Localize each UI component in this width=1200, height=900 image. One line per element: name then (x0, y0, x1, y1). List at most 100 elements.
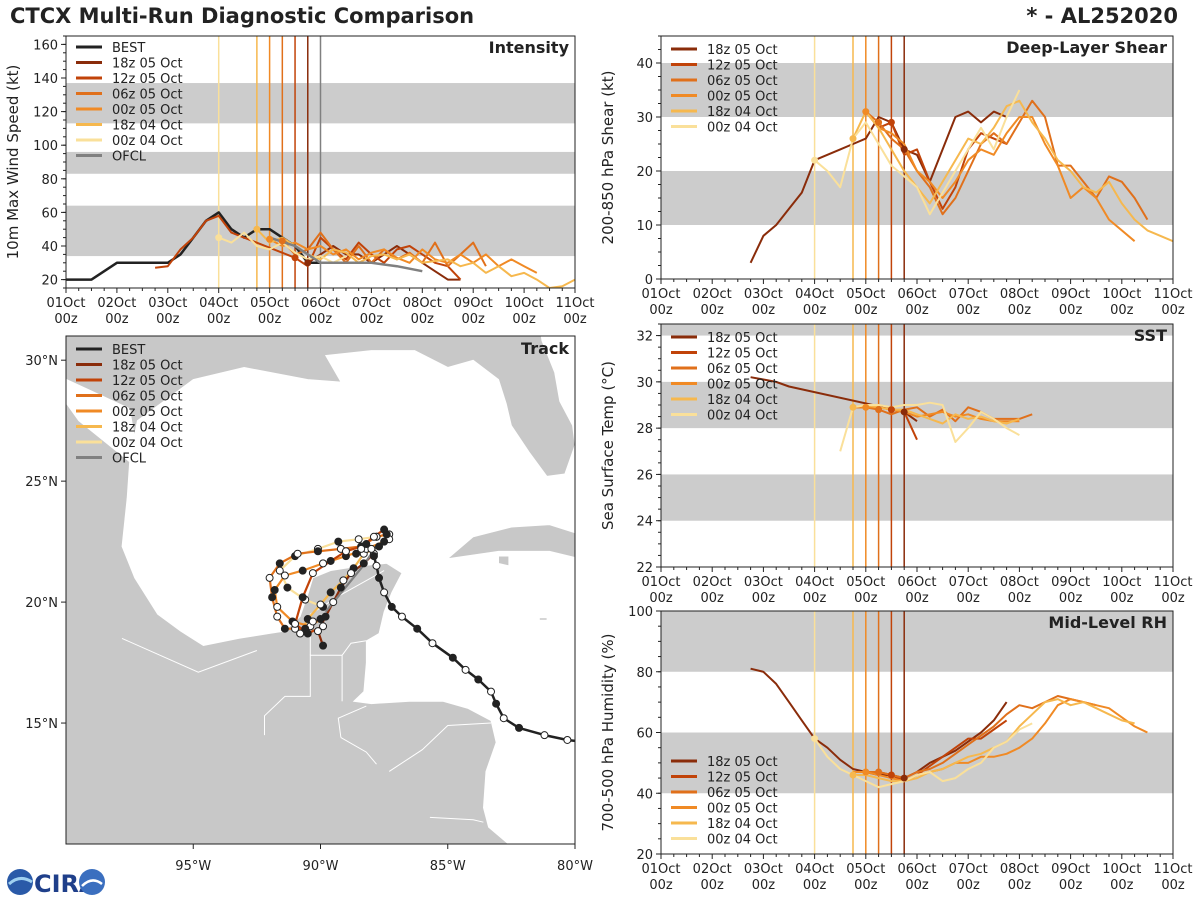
legend-label: OFCL (112, 452, 147, 467)
lat-label: 25°N (25, 475, 58, 490)
x-tick-day: 04Oct (199, 296, 238, 311)
legend-label: 06z 05 Oct (707, 786, 778, 801)
lat-label: 20°N (25, 596, 58, 611)
x-tick-hour: 00z (905, 303, 929, 318)
track-point (372, 561, 381, 570)
x-tick-day: 07Oct (949, 862, 988, 877)
x-tick-hour: 00z (854, 878, 878, 893)
track-point (313, 627, 322, 636)
legend-label: 18z 05 Oct (707, 43, 778, 58)
x-tick-day: 04Oct (795, 862, 834, 877)
series-group (749, 89, 1173, 264)
x-tick-day: 05Oct (250, 296, 289, 311)
y-tick-label: 20 (41, 274, 58, 289)
x-tick-day: 02Oct (97, 296, 136, 311)
y-tick-label: 40 (41, 240, 58, 255)
y-tick-label: 40 (636, 57, 653, 72)
y-tick-label: 120 (33, 106, 58, 121)
track-point (413, 624, 422, 633)
track-point (298, 593, 307, 602)
track-point (367, 544, 376, 553)
track-point (298, 566, 307, 575)
sst-panel: 22242628303201Oct00z02Oct00z03Oct00z04Oc… (599, 323, 1193, 606)
y-tick-label: 10 (636, 219, 653, 234)
series-line (839, 401, 1020, 452)
panel-title: SST (1134, 326, 1167, 345)
track-point (275, 559, 284, 568)
border-line (388, 722, 492, 772)
x-tick-hour: 00z (649, 591, 673, 606)
track-point (428, 639, 437, 648)
y-axis-label: 700-500 hPa Humidity (%) (599, 633, 617, 831)
legend-label: 12z 05 Oct (707, 59, 778, 74)
y-tick-label: 80 (636, 666, 653, 681)
track-point (329, 598, 338, 607)
x-tick-hour: 00z (752, 303, 776, 318)
y-tick-label: 20 (636, 848, 653, 863)
x-tick-day: 10Oct (1102, 287, 1141, 302)
init-marker (862, 768, 870, 776)
legend-label: 00z 05 Oct (707, 90, 778, 105)
track-point (326, 556, 335, 565)
init-marker (887, 118, 895, 126)
x-tick-day: 09Oct (1051, 862, 1090, 877)
y-tick-label: 60 (41, 206, 58, 221)
lon-label: 95°W (175, 859, 211, 874)
x-tick-day: 10Oct (505, 296, 544, 311)
track-point (375, 573, 384, 582)
track-point (291, 619, 300, 628)
init-marker (811, 156, 819, 164)
track-point (357, 544, 366, 553)
x-tick-day: 08Oct (1000, 287, 1039, 302)
y-tick-label: 0 (645, 273, 653, 288)
series-group (750, 667, 1148, 789)
border-line (429, 816, 484, 823)
track-point (316, 600, 325, 609)
init-marker (887, 406, 895, 414)
x-tick-day: 11Oct (1153, 287, 1192, 302)
legend-label: OFCL (112, 150, 147, 165)
legend-label: 06z 05 Oct (112, 88, 183, 103)
track-point (540, 731, 549, 740)
track-point (293, 549, 302, 558)
x-tick-hour: 00z (411, 312, 435, 327)
x-tick-day: 02Oct (693, 575, 732, 590)
legend-label: 06z 05 Oct (707, 362, 778, 377)
border-line (121, 637, 258, 673)
x-tick-hour: 00z (360, 312, 384, 327)
legend-label: BEST (112, 41, 145, 56)
x-tick-hour: 00z (752, 591, 776, 606)
y-tick-label: 140 (33, 72, 58, 87)
track-point (461, 665, 470, 674)
track-point (296, 629, 305, 638)
track-point (341, 547, 350, 556)
init-marker (900, 145, 908, 153)
y-tick-label: 40 (636, 787, 653, 802)
legend-label: 18z 04 Oct (707, 817, 778, 832)
track-point (492, 699, 501, 708)
init-marker (266, 235, 274, 243)
x-tick-hour: 00z (1161, 878, 1185, 893)
track-point (369, 532, 378, 541)
track-point (280, 624, 289, 633)
tracks-group (265, 525, 575, 744)
y-tick-label: 30 (636, 376, 653, 391)
init-marker (900, 774, 908, 782)
x-tick-hour: 00z (1008, 591, 1032, 606)
track-point (359, 559, 368, 568)
track-point (369, 552, 378, 561)
x-tick-hour: 00z (1161, 303, 1185, 318)
series-line (865, 110, 1136, 242)
init-marker (304, 259, 312, 267)
legend-label: 12z 05 Oct (707, 347, 778, 362)
lon-label: 80°W (557, 859, 593, 874)
x-tick-hour: 00z (701, 878, 725, 893)
legend-label: 00z 04 Oct (707, 409, 778, 424)
x-tick-hour: 00z (1008, 878, 1032, 893)
legend-label: 18z 05 Oct (707, 331, 778, 346)
track-point (362, 540, 371, 549)
x-tick-hour: 00z (512, 312, 536, 327)
init-marker (875, 768, 883, 776)
track-point (268, 593, 277, 602)
